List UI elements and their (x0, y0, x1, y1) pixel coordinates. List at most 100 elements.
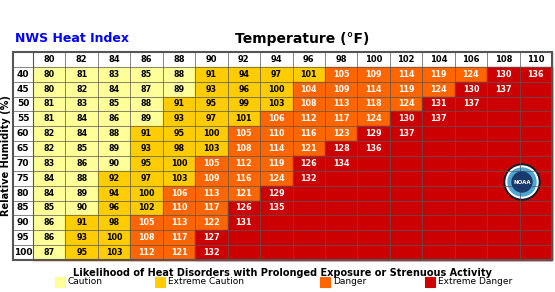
Bar (455, 82, 487, 97)
Bar (519, 156, 552, 171)
Bar (487, 186, 519, 201)
Bar (325, 82, 357, 97)
Text: Likelihood of Heat Disorders with Prolonged Exposure or Strenuous Activity: Likelihood of Heat Disorders with Prolon… (73, 268, 492, 278)
Text: 130: 130 (463, 85, 479, 94)
Text: 60: 60 (17, 129, 29, 138)
Text: 130: 130 (398, 114, 414, 123)
Bar (130, 67, 163, 82)
Bar (13, 156, 33, 171)
Text: 80: 80 (43, 55, 55, 64)
Text: 101: 101 (300, 70, 317, 79)
Bar (98, 201, 130, 215)
Bar (357, 156, 390, 171)
Bar (195, 201, 228, 215)
Bar (487, 171, 519, 186)
Bar (325, 97, 357, 112)
Bar (33, 52, 552, 260)
Bar (422, 245, 455, 260)
Text: 122: 122 (203, 218, 220, 227)
Text: 123: 123 (333, 129, 350, 138)
Text: 126: 126 (235, 204, 252, 213)
Text: 100: 100 (268, 85, 285, 94)
Bar (65, 186, 98, 201)
Bar (487, 112, 519, 126)
Bar (195, 126, 228, 141)
Text: 90: 90 (206, 55, 217, 64)
Bar (487, 82, 519, 97)
Text: 100: 100 (203, 129, 220, 138)
Text: 119: 119 (398, 85, 414, 94)
Circle shape (514, 174, 530, 190)
Text: 85: 85 (76, 144, 87, 153)
Text: 101: 101 (235, 114, 252, 123)
Text: 88: 88 (141, 100, 152, 109)
Text: 80: 80 (17, 189, 29, 198)
Text: 117: 117 (333, 114, 350, 123)
Text: 70: 70 (17, 159, 29, 168)
Text: 81: 81 (76, 70, 87, 79)
Bar (130, 215, 163, 230)
Text: 45: 45 (17, 85, 29, 94)
Text: 88: 88 (173, 70, 185, 79)
Bar (33, 186, 65, 201)
Bar (260, 126, 292, 141)
Bar (195, 82, 228, 97)
Bar (163, 186, 195, 201)
Bar (163, 67, 195, 82)
Text: 118: 118 (365, 100, 382, 109)
Bar (487, 67, 519, 82)
Text: 84: 84 (76, 129, 87, 138)
Bar (325, 186, 357, 201)
Bar (195, 141, 228, 156)
Text: 84: 84 (44, 174, 55, 183)
Circle shape (504, 164, 540, 200)
Text: 114: 114 (365, 85, 382, 94)
Bar (163, 245, 195, 260)
Text: 124: 124 (268, 174, 285, 183)
Text: 89: 89 (109, 144, 120, 153)
Bar (130, 171, 163, 186)
Bar (325, 215, 357, 230)
Text: 127: 127 (203, 233, 220, 242)
Text: 132: 132 (300, 174, 317, 183)
Bar (33, 67, 65, 82)
Text: 93: 93 (141, 144, 152, 153)
Bar (228, 230, 260, 245)
Text: 106: 106 (268, 114, 285, 123)
Bar (228, 141, 260, 156)
Text: 95: 95 (76, 248, 87, 257)
Bar (65, 156, 98, 171)
Bar (292, 82, 325, 97)
Bar (130, 126, 163, 141)
Bar (455, 97, 487, 112)
Bar (228, 126, 260, 141)
Text: 91: 91 (174, 100, 184, 109)
Bar (195, 230, 228, 245)
Bar (228, 171, 260, 186)
Text: 113: 113 (333, 100, 350, 109)
Text: 105: 105 (138, 218, 155, 227)
Bar (487, 97, 519, 112)
Bar (325, 230, 357, 245)
Bar (292, 141, 325, 156)
Text: 114: 114 (398, 70, 414, 79)
Bar (33, 97, 65, 112)
Bar (195, 97, 228, 112)
Bar (422, 230, 455, 245)
Text: 117: 117 (171, 233, 187, 242)
Bar (320, 277, 330, 287)
Bar (455, 156, 487, 171)
Text: 132: 132 (203, 248, 220, 257)
Text: 137: 137 (495, 85, 512, 94)
Text: 95: 95 (17, 233, 29, 242)
Bar (130, 230, 163, 245)
Text: 112: 112 (300, 114, 317, 123)
Bar (98, 82, 130, 97)
Text: 84: 84 (109, 85, 120, 94)
Bar (325, 141, 357, 156)
Text: 82: 82 (76, 85, 87, 94)
Text: 97: 97 (141, 174, 152, 183)
Bar (65, 82, 98, 97)
Text: 85: 85 (44, 204, 55, 213)
Bar (422, 141, 455, 156)
